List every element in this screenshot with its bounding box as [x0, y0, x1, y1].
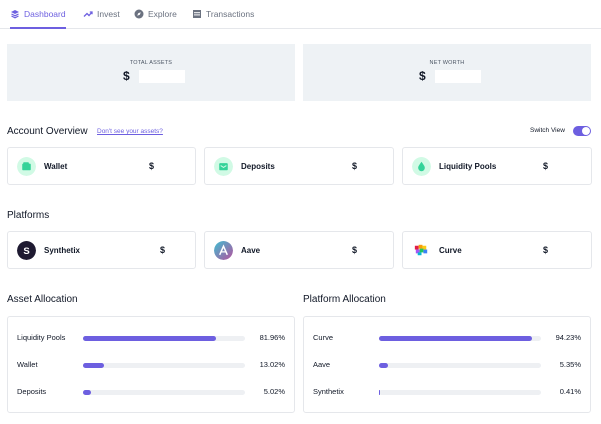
allocation-bar-fill	[379, 390, 380, 395]
allocation-row-label: Curve	[313, 333, 334, 342]
allocation-row: Synthetix 0.41%	[304, 386, 590, 398]
tab-explore[interactable]: Explore	[134, 9, 177, 29]
allocation-bar-track	[379, 363, 541, 368]
curve-logo-icon	[412, 241, 431, 260]
total-assets-currency: $	[123, 69, 130, 83]
aave-card[interactable]: Aave $	[204, 231, 394, 269]
switch-view-label: Switch View	[530, 127, 565, 134]
allocation-row-label: Aave	[313, 360, 331, 369]
net-worth-currency: $	[419, 69, 426, 83]
aave-card-name: Aave	[241, 246, 261, 255]
net-worth-label: NET WORTH	[429, 60, 465, 66]
liquidity-pools-card[interactable]: Liquidity Pools $	[402, 147, 592, 185]
allocation-row-label: Deposits	[17, 387, 47, 396]
allocation-row: Curve 94.23%	[304, 332, 590, 344]
missing-assets-link[interactable]: Don't see your assets?	[97, 128, 163, 135]
allocation-row-percent: 81.96%	[259, 333, 285, 342]
trending-up-icon	[83, 11, 93, 17]
tab-transactions-label: Transactions	[206, 9, 255, 19]
allocation-row-label: Wallet	[17, 360, 38, 369]
wallet-icon	[17, 157, 36, 176]
allocation-row: Aave 5.35%	[304, 359, 590, 371]
liquidity-pools-card-value: $	[543, 161, 549, 171]
curve-card[interactable]: Curve $	[402, 231, 592, 269]
liquidity-pools-card-name: Liquidity Pools	[439, 162, 497, 171]
allocation-bar-fill	[379, 363, 388, 368]
allocation-bar-track	[379, 390, 541, 395]
synthetix-card[interactable]: S Synthetix $	[7, 231, 196, 269]
allocation-bar-fill	[379, 336, 532, 341]
deposits-card-name: Deposits	[241, 162, 275, 171]
allocation-bar-fill	[83, 390, 92, 395]
layers-icon	[11, 10, 19, 19]
aave-logo-icon	[214, 241, 233, 260]
allocation-bar-track	[83, 336, 245, 341]
deposits-card[interactable]: Deposits $	[204, 147, 394, 185]
curve-card-value: $	[543, 245, 549, 255]
curve-card-name: Curve	[439, 246, 462, 255]
synthetix-logo-icon: S	[17, 241, 36, 260]
wallet-card-name: Wallet	[44, 162, 68, 171]
allocation-row-percent: 5.02%	[263, 387, 285, 396]
svg-text:S: S	[23, 246, 29, 257]
top-nav: Dashboard Invest Explore Transactions	[0, 0, 601, 29]
allocation-row-label: Synthetix	[313, 387, 344, 396]
allocation-row: Deposits 5.02%	[8, 386, 294, 398]
allocation-bar-fill	[83, 336, 216, 341]
platform-allocation-panel: Curve 94.23% Aave 5.35% Synthetix 0.41%	[303, 316, 591, 413]
switch-view-toggle[interactable]	[573, 126, 591, 136]
allocation-row: Liquidity Pools 81.96%	[8, 332, 294, 344]
allocation-bar-track	[83, 363, 245, 368]
platforms-title: Platforms	[7, 210, 50, 221]
allocation-row-percent: 0.41%	[559, 387, 581, 396]
tab-invest[interactable]: Invest	[83, 9, 120, 29]
toggle-knob	[582, 127, 590, 135]
wallet-card[interactable]: Wallet $	[7, 147, 196, 185]
allocation-row-label: Liquidity Pools	[17, 333, 66, 342]
total-assets-label: TOTAL ASSETS	[129, 60, 173, 66]
tab-transactions[interactable]: Transactions	[192, 9, 254, 29]
deposits-card-value: $	[352, 161, 358, 171]
wallet-card-value: $	[149, 161, 155, 171]
tab-explore-label: Explore	[148, 9, 177, 19]
compass-icon	[134, 9, 144, 19]
allocation-bar-track	[83, 390, 245, 395]
platform-allocation-title: Platform Allocation	[303, 294, 386, 305]
net-worth-hidden-value	[435, 70, 481, 83]
deposit-icon	[214, 157, 233, 176]
total-assets-panel: TOTAL ASSETS $	[7, 44, 295, 101]
synthetix-card-value: $	[160, 245, 166, 255]
synthetix-card-name: Synthetix	[44, 246, 81, 255]
asset-allocation-panel: Liquidity Pools 81.96% Wallet 13.02% Dep…	[7, 316, 295, 413]
allocation-bar-fill	[83, 363, 105, 368]
net-worth-panel: NET WORTH $	[303, 44, 591, 101]
tab-dashboard[interactable]: Dashboard	[10, 9, 66, 29]
allocation-row-percent: 13.02%	[259, 360, 285, 369]
tab-dashboard-label: Dashboard	[24, 9, 66, 19]
allocation-row-percent: 5.35%	[559, 360, 581, 369]
total-assets-hidden-value	[139, 70, 185, 83]
droplet-icon	[412, 157, 431, 176]
allocation-row: Wallet 13.02%	[8, 359, 294, 371]
allocation-bar-track	[379, 336, 541, 341]
allocation-row-percent: 94.23%	[555, 333, 581, 342]
aave-card-value: $	[352, 245, 358, 255]
asset-allocation-title: Asset Allocation	[7, 294, 78, 305]
account-overview-title: Account Overview	[7, 126, 88, 137]
tab-invest-label: Invest	[97, 9, 120, 19]
table-icon	[193, 10, 201, 18]
